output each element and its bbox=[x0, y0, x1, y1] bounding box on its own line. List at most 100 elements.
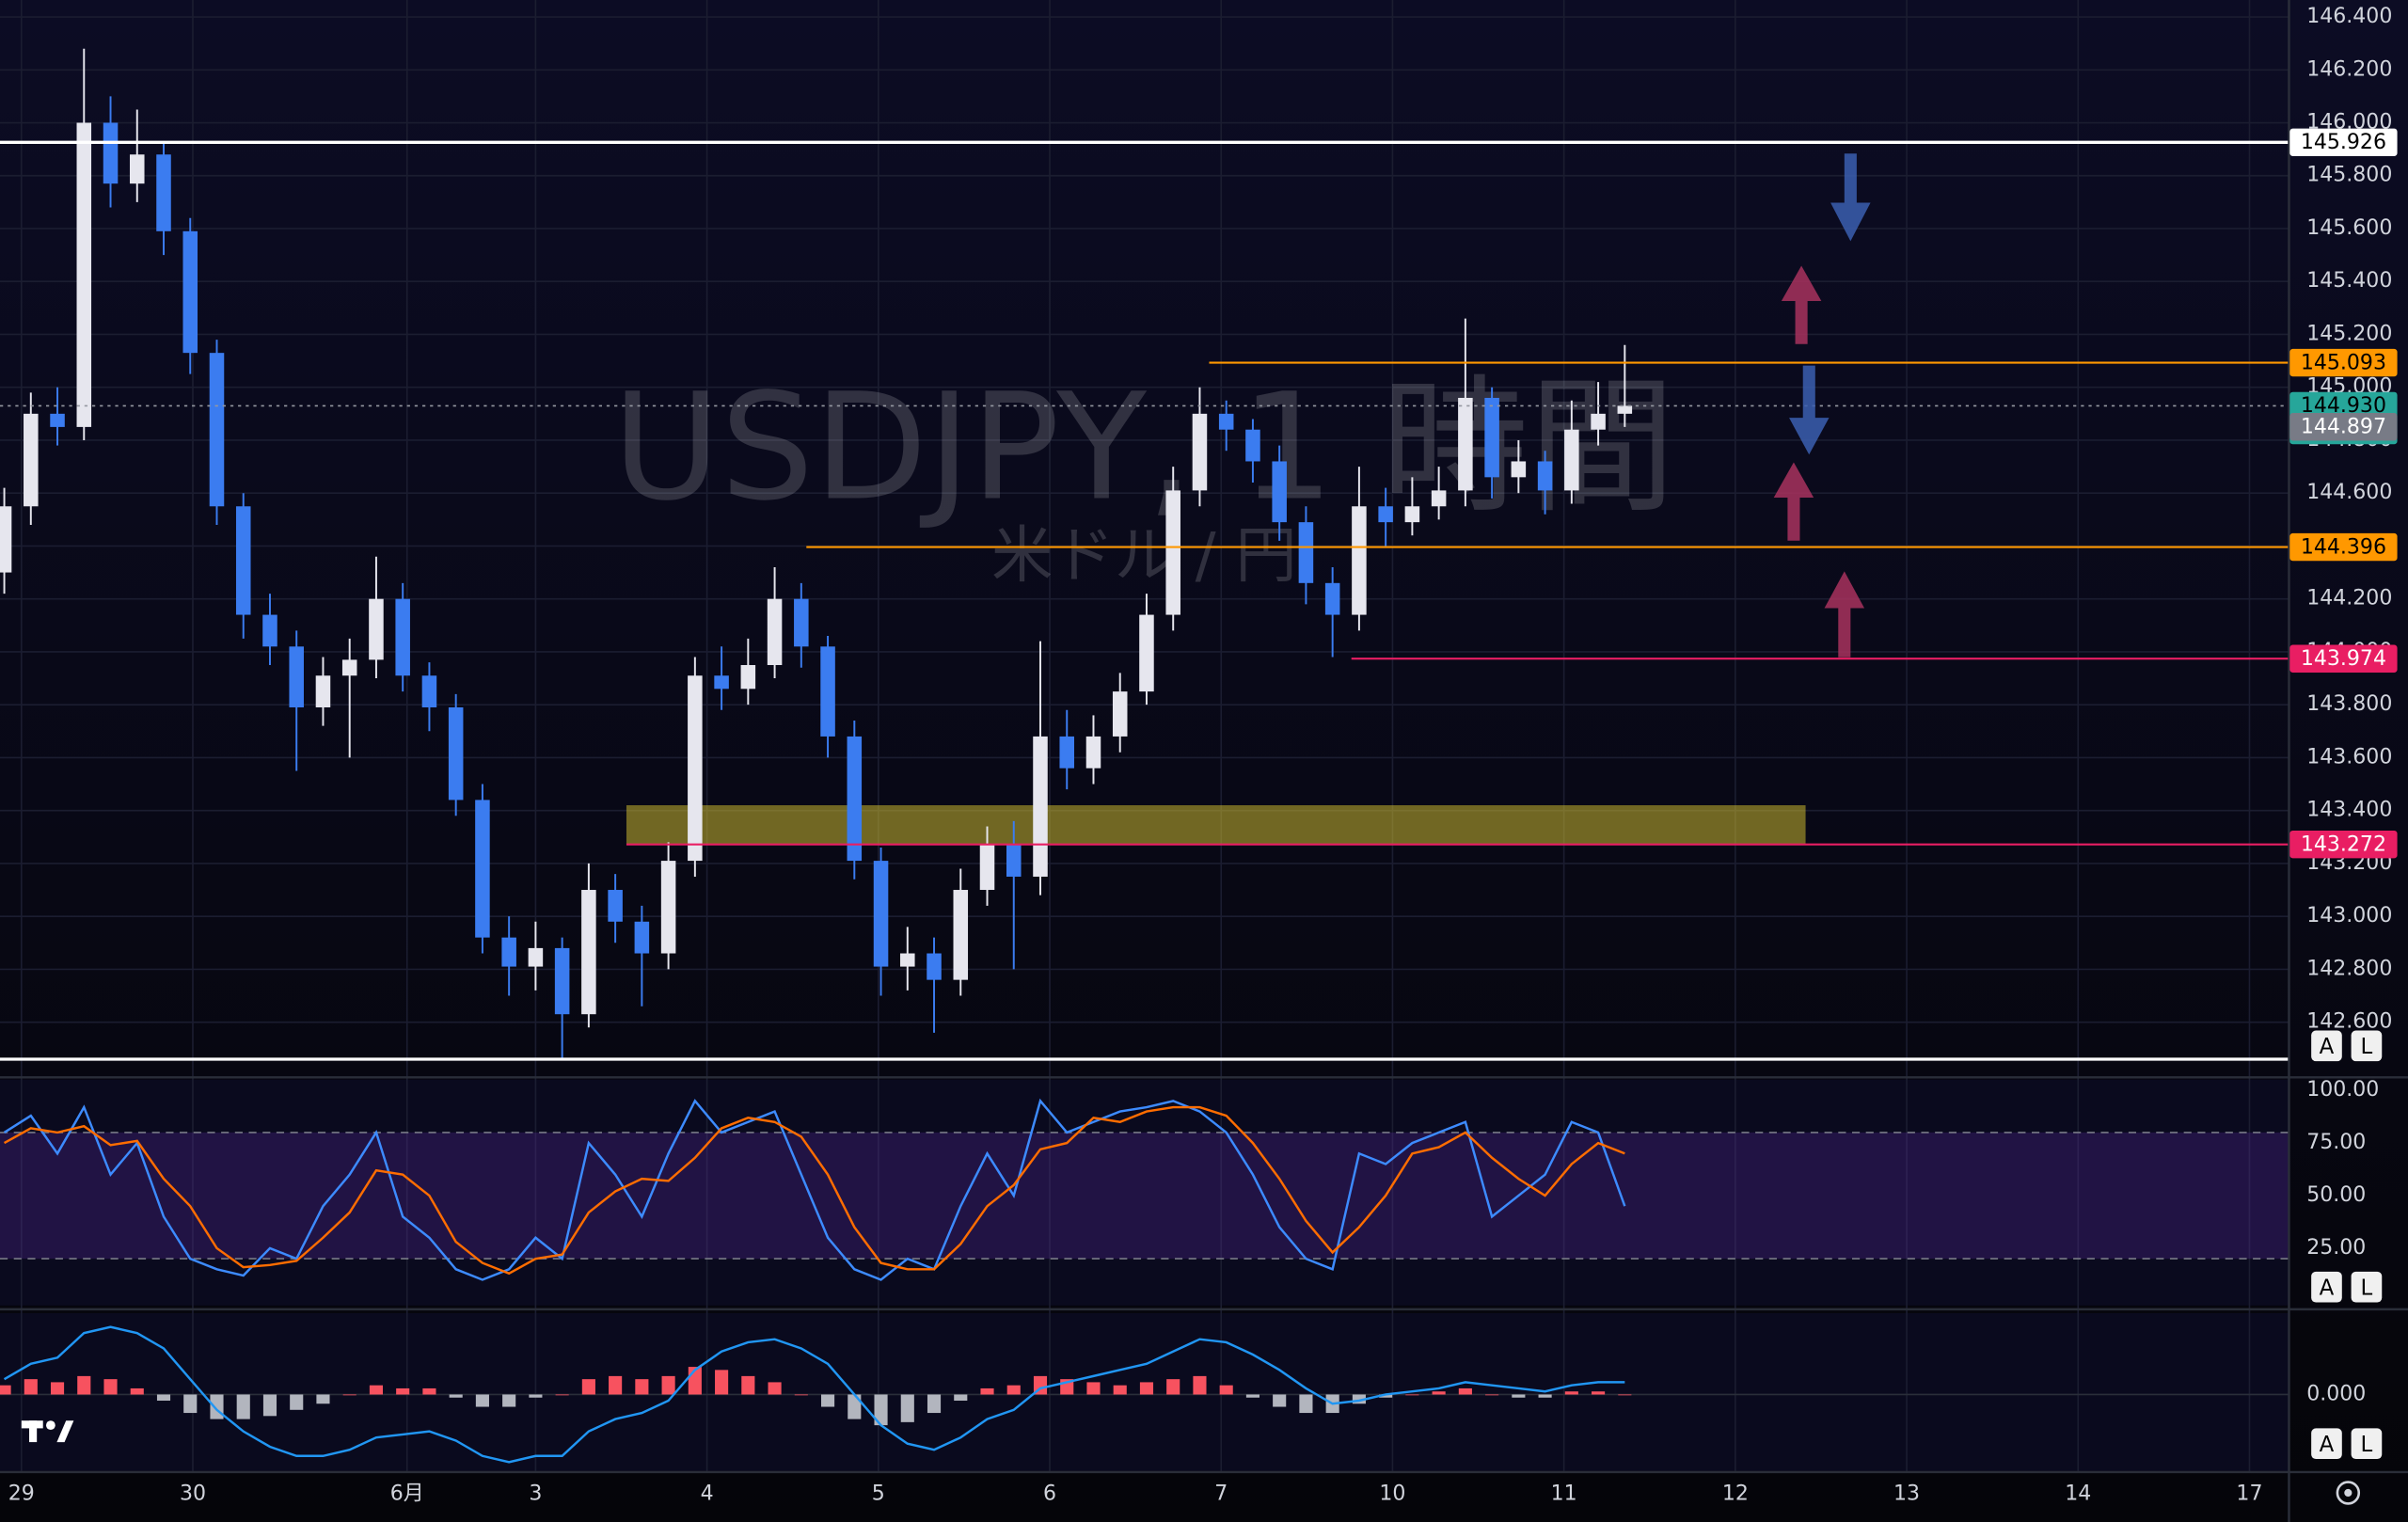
scale-button[interactable] bbox=[2311, 1271, 2342, 1303]
macd-histogram-bar bbox=[1219, 1385, 1233, 1395]
gear-center bbox=[2344, 1488, 2353, 1498]
x-tick-label: 7 bbox=[1214, 1482, 1228, 1506]
y-tick-label: 145.400 bbox=[2306, 269, 2392, 293]
y-tick-label: 143.600 bbox=[2306, 745, 2392, 769]
scale-button-label[interactable]: L bbox=[2361, 1035, 2373, 1059]
candle-body bbox=[1511, 461, 1527, 478]
candle-body bbox=[156, 154, 171, 231]
candle-body bbox=[1272, 461, 1287, 523]
macd-histogram-bar bbox=[927, 1394, 942, 1414]
candle-body bbox=[1404, 506, 1420, 523]
candle-body bbox=[1564, 429, 1579, 491]
arrow-down bbox=[1789, 365, 1830, 455]
macd-histogram-bar bbox=[1086, 1382, 1101, 1395]
scale-button-label[interactable]: L bbox=[2361, 1433, 2373, 1457]
macd-histogram-bar bbox=[1379, 1394, 1393, 1398]
macd-histogram-bar bbox=[1458, 1387, 1472, 1395]
macd-histogram-bar bbox=[262, 1394, 277, 1417]
candle-body bbox=[1617, 405, 1633, 414]
scale-button[interactable] bbox=[2351, 1030, 2383, 1062]
candle-body bbox=[103, 122, 119, 184]
stoch-tick-label: 50.00 bbox=[2306, 1183, 2366, 1207]
level-tag-bg bbox=[2289, 128, 2398, 157]
macd-histogram-bar bbox=[24, 1379, 38, 1395]
y-tick-label: 146.400 bbox=[2306, 5, 2392, 28]
y-tick-label: 146.200 bbox=[2306, 57, 2392, 81]
macd-histogram-bar bbox=[1139, 1382, 1154, 1395]
macd-histogram-bar bbox=[954, 1394, 968, 1401]
gear-icon[interactable] bbox=[2336, 1481, 2361, 1505]
x-tick-label: 11 bbox=[1551, 1482, 1577, 1506]
candle-body bbox=[847, 736, 863, 862]
macd-histogram-bar bbox=[50, 1382, 65, 1395]
macd-histogram-bar bbox=[581, 1379, 595, 1395]
macd-histogram-bar bbox=[236, 1394, 250, 1419]
candle-body bbox=[341, 659, 357, 676]
candle-body bbox=[50, 413, 65, 427]
macd-histogram-bar bbox=[661, 1375, 675, 1395]
macd-histogram-bar bbox=[475, 1394, 489, 1407]
scale-button[interactable] bbox=[2351, 1428, 2383, 1460]
candle-body bbox=[182, 230, 198, 354]
scale-button-label[interactable]: L bbox=[2361, 1276, 2373, 1300]
scale-button-label[interactable]: A bbox=[2320, 1035, 2335, 1059]
arrow-up bbox=[1824, 571, 1865, 658]
macd-histogram-bar bbox=[980, 1387, 994, 1395]
candle-body bbox=[1458, 397, 1473, 491]
x-tick-label: 10 bbox=[1379, 1482, 1405, 1506]
candle-body bbox=[1324, 582, 1340, 615]
x-tick-label: 6 bbox=[1043, 1482, 1056, 1506]
candle-body bbox=[794, 598, 809, 647]
y-tick-label: 144.600 bbox=[2306, 481, 2392, 504]
macd-histogram-bar bbox=[422, 1387, 436, 1395]
macd-histogram-bar bbox=[210, 1394, 224, 1419]
level-tag: 145.926 bbox=[2301, 131, 2386, 154]
indicator-plots bbox=[0, 1098, 2289, 1464]
arrow-up bbox=[1773, 462, 1814, 541]
stoch-tick-label: 100.00 bbox=[2306, 1078, 2379, 1102]
macd-histogram-bar bbox=[741, 1375, 755, 1395]
macd-histogram-bar bbox=[1273, 1394, 1287, 1407]
candle-body bbox=[1591, 413, 1606, 430]
macd-histogram-bar bbox=[1166, 1379, 1180, 1395]
settings-button[interactable] bbox=[2336, 1481, 2361, 1505]
scale-button-label[interactable]: A bbox=[2320, 1433, 2335, 1457]
axes: 29 30 6月 3 4 5 6 7 10 11 12 13 14 17 142.600 142.800 143… bbox=[8, 5, 2398, 1506]
candle-body bbox=[1352, 506, 1367, 615]
candle-body bbox=[448, 706, 464, 801]
candle-body bbox=[714, 675, 729, 690]
candle-body bbox=[1245, 429, 1260, 462]
candle-body bbox=[1139, 614, 1154, 692]
macd-histogram-bar bbox=[821, 1394, 835, 1407]
candle-body bbox=[927, 953, 942, 980]
macd-histogram-bar bbox=[555, 1394, 569, 1396]
candle-body bbox=[129, 154, 145, 184]
x-tick-label: 12 bbox=[1722, 1482, 1749, 1506]
macd-histogram-bar bbox=[1512, 1394, 1526, 1398]
watermark-subtitle: 米ドル / 円 bbox=[991, 519, 1297, 591]
y-tick-label: 142.600 bbox=[2306, 1010, 2392, 1034]
macd-histogram-bar bbox=[396, 1387, 410, 1395]
candle-body bbox=[1218, 413, 1234, 430]
scale-button[interactable] bbox=[2351, 1271, 2383, 1303]
candle-body bbox=[900, 953, 915, 967]
macd-histogram-bar bbox=[1352, 1394, 1366, 1404]
macd-histogram-bar bbox=[768, 1382, 782, 1395]
candle-body bbox=[528, 947, 544, 967]
level-tag-bg bbox=[2289, 532, 2398, 562]
y-tick-label: 142.800 bbox=[2306, 957, 2392, 980]
scale-button-label[interactable]: A bbox=[2320, 1276, 2335, 1300]
candle-body bbox=[1192, 413, 1208, 491]
candle-body bbox=[76, 122, 92, 427]
x-tick-label: 5 bbox=[872, 1482, 885, 1506]
macd-histogram-bar bbox=[1245, 1394, 1259, 1398]
x-tick-label: 30 bbox=[180, 1482, 206, 1506]
scale-button[interactable] bbox=[2311, 1428, 2342, 1460]
macd-histogram-bar bbox=[1618, 1394, 1632, 1396]
macd-histogram-bar bbox=[369, 1385, 384, 1395]
candle-body bbox=[688, 675, 703, 862]
scale-button[interactable] bbox=[2311, 1030, 2342, 1062]
level-tag-bg bbox=[2289, 830, 2398, 859]
